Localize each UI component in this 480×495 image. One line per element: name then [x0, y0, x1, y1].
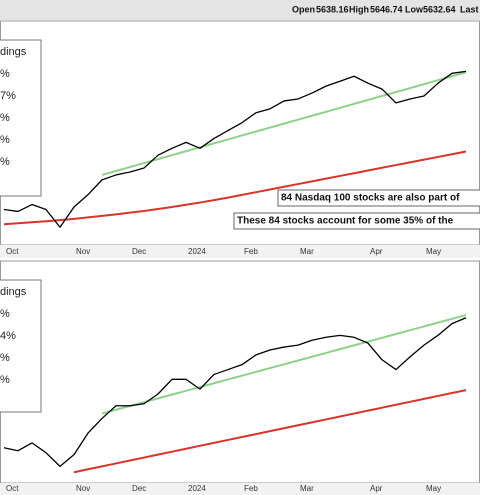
x-tick-label: Mar: [300, 484, 314, 493]
x-tick-label: Apr: [370, 484, 383, 493]
axis-band: [0, 245, 480, 258]
legend-text: 4%: [0, 330, 16, 342]
x-tick-label: Oct: [6, 247, 19, 256]
price-line: [3, 70, 467, 228]
annotation: These 84 stocks account for some 35% of …: [237, 216, 454, 227]
axis-band: [0, 483, 480, 495]
price-line: [3, 317, 467, 468]
price-line: [101, 314, 467, 415]
legend-text: 7%: [0, 90, 16, 102]
header-item: 5638.16: [316, 4, 349, 14]
x-tick-label: Dec: [132, 484, 146, 493]
legend-text: %: [0, 374, 10, 386]
annotation-box: [233, 212, 480, 230]
legend-text: %: [0, 156, 10, 168]
legend-text: %: [0, 112, 10, 124]
header-item: Low: [405, 4, 424, 14]
x-tick-label: Nov: [76, 247, 90, 256]
annotation: 84 Nasdaq 100 stocks are also part of: [281, 193, 460, 204]
x-tick-label: Nov: [76, 484, 90, 493]
x-tick-label: Dec: [132, 247, 146, 256]
price-panel: Oct Nov Dec 2024 Feb Mar Apr May dings% 7%%%% 84 N…: [0, 20, 480, 258]
x-tick-label: 2024: [188, 247, 206, 256]
header: Open 5638.16 High 5646.74 Low 5632.64 Last: [292, 4, 479, 14]
legend-box: [0, 279, 42, 413]
x-tick-label: May: [426, 247, 441, 256]
price-line: [73, 389, 467, 474]
x-tick-label: May: [426, 484, 441, 493]
plot-area: [0, 20, 480, 246]
legend-box: [0, 39, 42, 197]
x-tick-label: Mar: [300, 247, 314, 256]
price-panel: Oct Nov Dec 2024 Feb Mar Apr May dings% 4%%%: [0, 260, 480, 495]
legend-text: dings: [0, 286, 27, 298]
annotation-box: [277, 189, 480, 207]
x-tick-label: Feb: [244, 247, 258, 256]
header-item: Open: [292, 4, 315, 14]
header-item: High: [349, 4, 369, 14]
x-tick-label: 2024: [188, 484, 206, 493]
legend-text: %: [0, 134, 10, 146]
header-item: 5632.64: [423, 4, 456, 14]
legend-text: %: [0, 308, 10, 320]
header-item: 5646.74: [370, 4, 403, 14]
legend-text: dings: [0, 46, 27, 58]
header-bar: [0, 0, 480, 20]
x-tick-label: Feb: [244, 484, 258, 493]
price-line: [101, 71, 467, 176]
price-line: [3, 150, 467, 226]
x-tick-label: Oct: [6, 484, 19, 493]
header-item: Last: [460, 4, 479, 14]
plot-area: [0, 260, 480, 484]
legend-text: %: [0, 68, 10, 80]
x-tick-label: Apr: [370, 247, 383, 256]
legend-text: %: [0, 352, 10, 364]
